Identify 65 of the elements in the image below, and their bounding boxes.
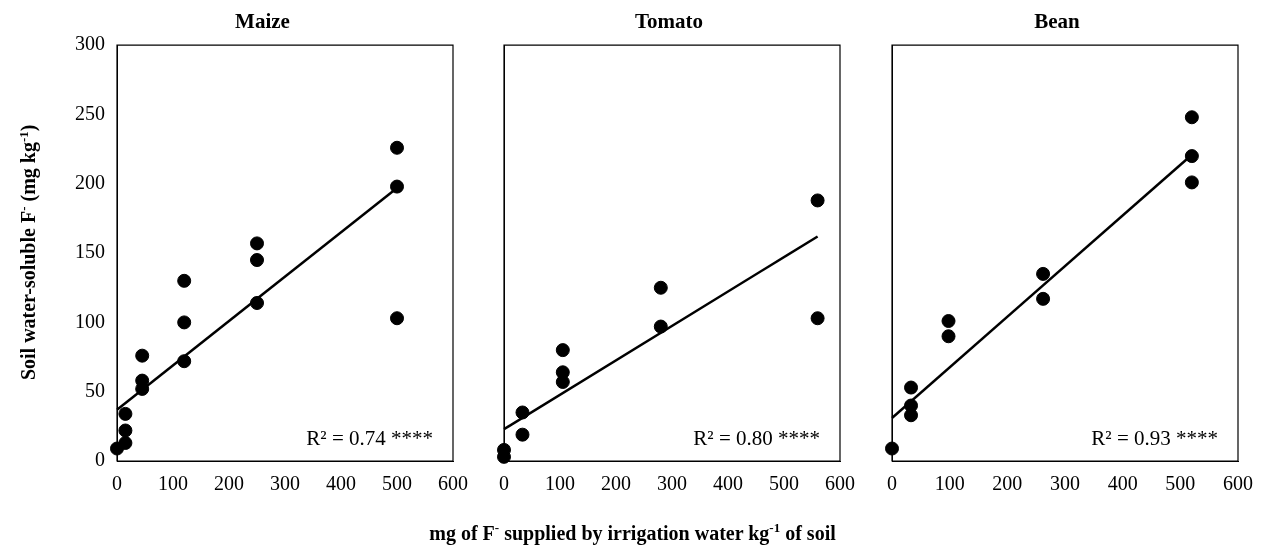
point: [135, 348, 150, 363]
x-tick-label: 400: [1107, 472, 1138, 495]
x-tick-label: 600: [438, 472, 468, 495]
annotation: R² = 0.80 ****: [693, 426, 820, 450]
point: [941, 314, 956, 329]
annotation: R² = 0.74 ****: [306, 426, 433, 450]
x-axis-title: mg of F$^{-}$ supplied by irrigation water kg$^{-1}$ of soil: [428, 520, 837, 545]
point: [177, 273, 192, 288]
point: [941, 329, 956, 344]
point: [118, 435, 133, 450]
point: [1184, 110, 1199, 125]
point: [810, 193, 825, 208]
y-tick-label: 0: [95, 448, 105, 471]
x-tick-label: 200: [214, 472, 244, 495]
y-tick-label: 150: [75, 240, 105, 263]
x-tick-label: 500: [1165, 472, 1196, 495]
x-tick-label: 500: [382, 472, 412, 495]
point: [653, 280, 668, 295]
y-tick-label: 250: [75, 101, 105, 124]
x-tick-label: 100: [934, 472, 965, 495]
point: [904, 380, 919, 395]
point: [250, 253, 264, 268]
x-tick-label: 200: [992, 472, 1023, 495]
chart-title: Tomato: [634, 9, 704, 34]
x-tick-label: 200: [601, 472, 631, 495]
y-tick-label: 50: [85, 378, 105, 401]
x-tick-label: 0: [112, 472, 122, 495]
point: [250, 296, 264, 310]
point: [515, 405, 530, 420]
point: [250, 236, 264, 251]
x-tick-label: 500: [769, 472, 799, 495]
chart-title: Maize: [235, 9, 290, 34]
point: [555, 375, 570, 389]
point: [390, 179, 404, 194]
x-tick-label: 300: [657, 472, 687, 495]
y-tick-label: 200: [75, 171, 105, 194]
x-tick-label: 300: [1050, 472, 1080, 495]
point: [1184, 149, 1199, 164]
point: [177, 354, 192, 369]
x-tick-label: 100: [158, 472, 188, 495]
y-tick-label: 300: [75, 32, 105, 55]
point: [1036, 266, 1051, 281]
point: [390, 311, 404, 326]
point: [1184, 175, 1199, 190]
chart-title: Bean: [1034, 9, 1081, 34]
x-tick-label: 600: [1223, 472, 1253, 495]
x-tick-label: 100: [545, 472, 575, 495]
x-tick-label: 0: [499, 472, 509, 495]
point: [653, 319, 668, 334]
point: [904, 408, 919, 423]
point: [118, 406, 133, 421]
x-tick-label: 400: [326, 472, 356, 495]
point: [390, 140, 404, 155]
point: [555, 343, 570, 358]
point: [177, 315, 192, 330]
annotation: R² = 0.93 ****: [1091, 426, 1218, 450]
point: [515, 427, 530, 442]
x-tick-label: 0: [887, 472, 897, 495]
y-tick-label: 100: [75, 309, 105, 332]
point: [118, 423, 133, 438]
x-tick-label: 300: [270, 472, 300, 495]
point: [1036, 291, 1051, 306]
x-tick-label: 600: [825, 472, 855, 495]
point: [810, 311, 825, 326]
x-tick-label: 400: [713, 472, 743, 495]
